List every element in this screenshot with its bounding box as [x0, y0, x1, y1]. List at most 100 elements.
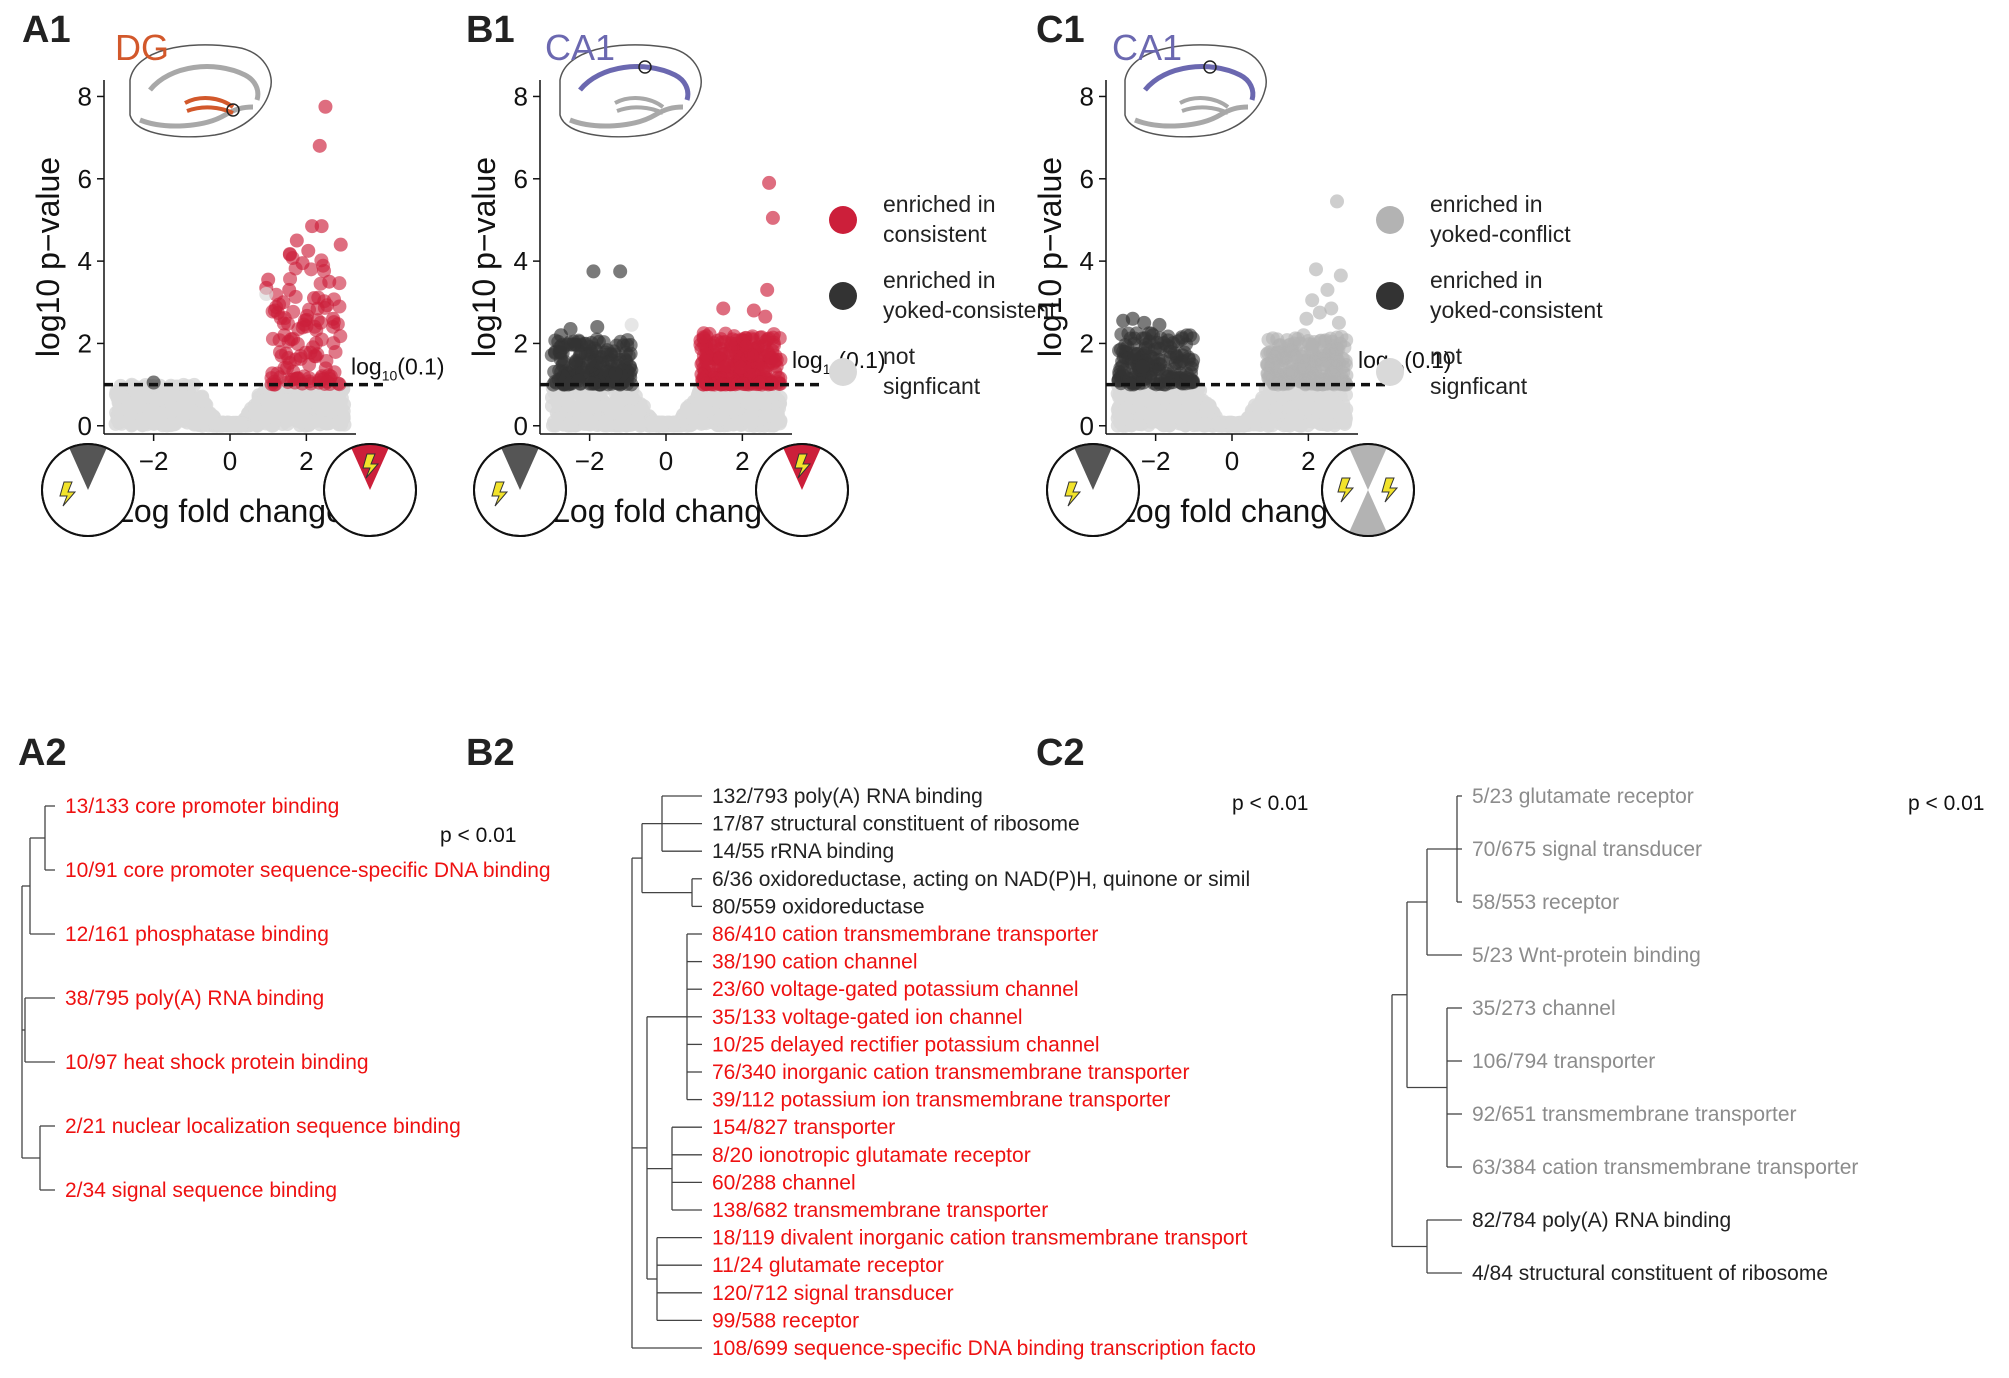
legend-marker: [1376, 358, 1404, 386]
go-term: 2/21 nuclear localization sequence bindi…: [65, 1115, 461, 1138]
dendrogram: [1391, 795, 1462, 1274]
y-tick-label: 0: [1080, 411, 1094, 441]
point-red: [319, 353, 334, 368]
point-dark: [593, 355, 608, 370]
data-point: [1331, 315, 1346, 330]
pie-rim: [1321, 443, 1415, 537]
point-not-significant: [1149, 391, 1164, 406]
point-red: [307, 348, 322, 363]
data-point: [295, 256, 310, 271]
point-not-significant: [264, 409, 279, 424]
data-point: [284, 332, 299, 347]
point-dark: [1181, 350, 1196, 365]
point-not-significant: [758, 390, 773, 405]
legend-line2: yoked-conflict: [1430, 221, 1571, 247]
ca-layer: [148, 64, 261, 101]
go-term: 38/795 poly(A) RNA binding: [65, 987, 324, 1010]
go-term: 70/675 signal transducer: [1472, 838, 1702, 861]
x-axis-label: Log fold change: [1118, 493, 1346, 529]
point-red: [297, 369, 312, 384]
point-not-significant: [1283, 400, 1298, 415]
point-red: [299, 319, 314, 334]
threshold-label-arg: (0.1): [1404, 347, 1451, 373]
point-not-significant: [1182, 397, 1197, 412]
legend-marker: [829, 282, 857, 310]
go-term: 138/682 transmembrane transporter: [712, 1199, 1048, 1222]
ca-layer: [578, 64, 691, 101]
data-point: [554, 328, 568, 343]
point-red: [282, 247, 297, 262]
point-not-significant: [1131, 417, 1146, 432]
legend-line1: not: [883, 343, 916, 369]
point-not-significant: [544, 398, 559, 413]
point-not-significant: [215, 417, 230, 432]
dg-layer: [614, 96, 665, 109]
data-point: [746, 303, 761, 318]
point-dark: [1126, 346, 1141, 361]
point-red: [273, 345, 288, 360]
p-value-label: p < 0.01: [1908, 792, 1984, 815]
pie-rim: [473, 443, 567, 537]
data-point: [758, 309, 773, 324]
go-term: 99/588 receptor: [712, 1309, 859, 1332]
threshold-label-arg: (0.1): [397, 354, 444, 380]
data-point: [1299, 311, 1314, 326]
pie-wedge: [501, 444, 539, 490]
data-point: [613, 264, 628, 279]
y-tick-label: 2: [1080, 328, 1094, 358]
point-dark: [1158, 369, 1173, 384]
data-point: [259, 287, 274, 302]
threshold-label-sub: 10: [382, 368, 398, 384]
go-panel-c2: C2 p < 0.01 5/23 glutamate receptor 70/675 …: [1036, 732, 1984, 1285]
x-tick-label: −2: [575, 446, 605, 476]
panel-letter: A2: [18, 732, 67, 774]
point-not-significant: [127, 379, 142, 394]
point-not-significant: [1224, 416, 1239, 431]
point-red: [739, 339, 754, 354]
go-term: 4/84 structural constituent of ribosome: [1472, 1262, 1828, 1285]
pie-wedge: [69, 444, 107, 490]
go-term: 92/651 transmembrane transporter: [1472, 1103, 1797, 1126]
point-mid-gray: [1329, 330, 1344, 345]
go-term: 106/794 transporter: [1472, 1050, 1655, 1073]
x-tick-label: −2: [139, 446, 169, 476]
data-point: [769, 352, 784, 367]
point-dark: [566, 337, 581, 352]
pie-right: [323, 443, 417, 537]
pie-left: [41, 443, 135, 537]
go-term: 82/784 poly(A) RNA binding: [1472, 1209, 1731, 1232]
point-not-significant: [313, 400, 328, 415]
dendrogram: [21, 805, 55, 1191]
hippocampus-icon: [1124, 44, 1267, 138]
lightning-icon: [362, 453, 380, 479]
threshold-label: log10(0.1): [351, 354, 445, 384]
point-not-significant: [180, 404, 195, 419]
point-not-significant: [263, 392, 278, 407]
go-term: 132/793 poly(A) RNA binding: [712, 785, 983, 808]
go-term: 11/24 glutamate receptor: [712, 1254, 944, 1277]
data-point: [1309, 262, 1323, 277]
point-not-significant: [1305, 414, 1320, 429]
data-point: [765, 210, 780, 225]
go-term: 5/23 glutamate receptor: [1472, 785, 1694, 808]
go-term: 2/34 signal sequence binding: [65, 1179, 337, 1202]
y-tick-label: 8: [1080, 81, 1094, 111]
y-tick-label: 6: [1080, 164, 1094, 194]
data-point: [307, 291, 321, 306]
legend: enriched in consistent enriched in yoked-co…: [829, 191, 1056, 399]
point-dark: [1135, 359, 1150, 374]
point-mid-gray: [1296, 349, 1311, 364]
point-dark: [547, 364, 562, 379]
y-tick-label: 2: [514, 328, 528, 358]
point-red: [314, 253, 329, 268]
panel-letter: B2: [466, 732, 515, 774]
point-not-significant: [284, 401, 299, 416]
point-not-significant: [166, 417, 181, 432]
point-red: [309, 336, 324, 351]
y-tick-label: 4: [1080, 246, 1094, 276]
x-tick-label: 0: [659, 446, 673, 476]
point-not-significant: [1236, 417, 1251, 432]
data-point: [586, 264, 601, 279]
data-point: [289, 233, 304, 248]
